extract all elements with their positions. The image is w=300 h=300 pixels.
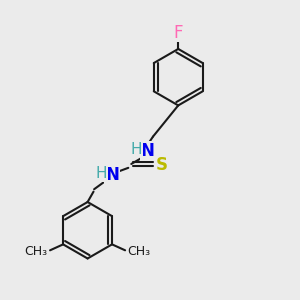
Text: H: H — [130, 142, 142, 157]
Text: S: S — [155, 157, 167, 175]
Text: CH₃: CH₃ — [25, 245, 48, 258]
Text: N: N — [141, 142, 154, 160]
Text: N: N — [105, 166, 119, 184]
Text: F: F — [173, 24, 183, 42]
Text: CH₃: CH₃ — [128, 245, 151, 258]
Text: H: H — [96, 166, 107, 181]
